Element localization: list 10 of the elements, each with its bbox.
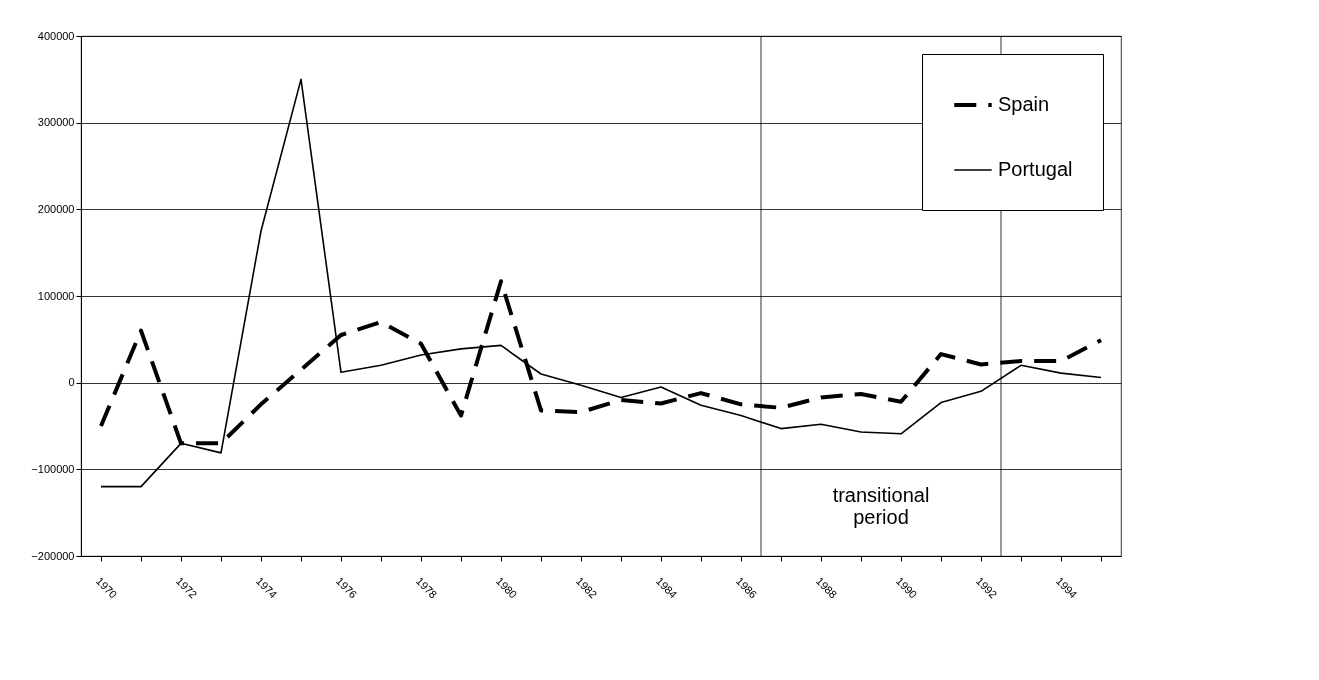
legend-label: Portugal [998,158,1073,180]
annotation: transitional period [832,484,930,529]
y-tick-label: 400000 [37,29,75,42]
y-tick-label: 100000 [37,289,75,302]
y-tick-label: −200000 [31,549,75,562]
y-tick-label: −100000 [31,462,75,475]
y-tick-label: 300000 [37,116,75,129]
y-tick-label: 200000 [37,202,75,215]
legend-label: Spain [998,93,1050,115]
y-tick-label: 0 [68,376,75,389]
